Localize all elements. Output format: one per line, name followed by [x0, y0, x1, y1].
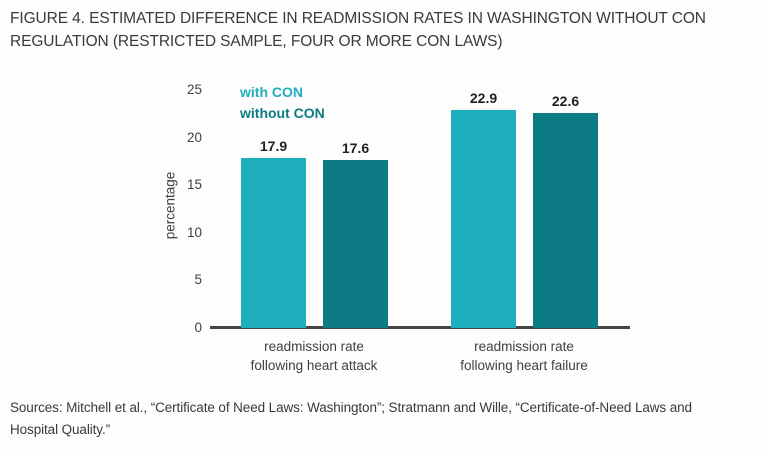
figure-title-line-1: FIGURE 4. ESTIMATED DIFFERENCE IN READMI…	[10, 10, 706, 27]
bar	[533, 113, 598, 328]
legend-entry: with CON	[240, 84, 303, 100]
legend: with CON without CON	[240, 82, 325, 124]
sources-line-1: Sources: Mitchell et al., “Certificate o…	[10, 400, 692, 415]
bar-value-label: 22.6	[551, 93, 580, 109]
y-tick-label: 25	[186, 82, 202, 97]
y-tick-label: 20	[186, 130, 202, 145]
bar-value-label: 22.9	[469, 90, 498, 106]
bar	[323, 160, 388, 328]
bar-value-label: 17.6	[341, 140, 370, 156]
bar-value-label: 17.9	[259, 138, 288, 154]
y-tick-label: 5	[194, 272, 202, 287]
x-category-label: readmission rate following heart failure	[460, 339, 588, 373]
figure-title: FIGURE 4. ESTIMATED DIFFERENCE IN READMI…	[10, 7, 760, 53]
bar	[451, 110, 516, 328]
bar	[241, 158, 306, 328]
sources-note: Sources: Mitchell et al., “Certificate o…	[10, 397, 762, 441]
y-tick-label: 15	[186, 177, 202, 192]
y-tick-label: 0	[194, 320, 202, 335]
x-category-label: readmission rate following heart attack	[250, 339, 378, 373]
figure-title-line-2: REGULATION (RESTRICTED SAMPLE, FOUR OR M…	[10, 33, 503, 50]
y-tick-label: 10	[186, 225, 202, 240]
legend-entry: without CON	[240, 105, 325, 121]
sources-line-2: Hospital Quality.”	[10, 422, 110, 437]
x-axis-line	[210, 326, 630, 329]
